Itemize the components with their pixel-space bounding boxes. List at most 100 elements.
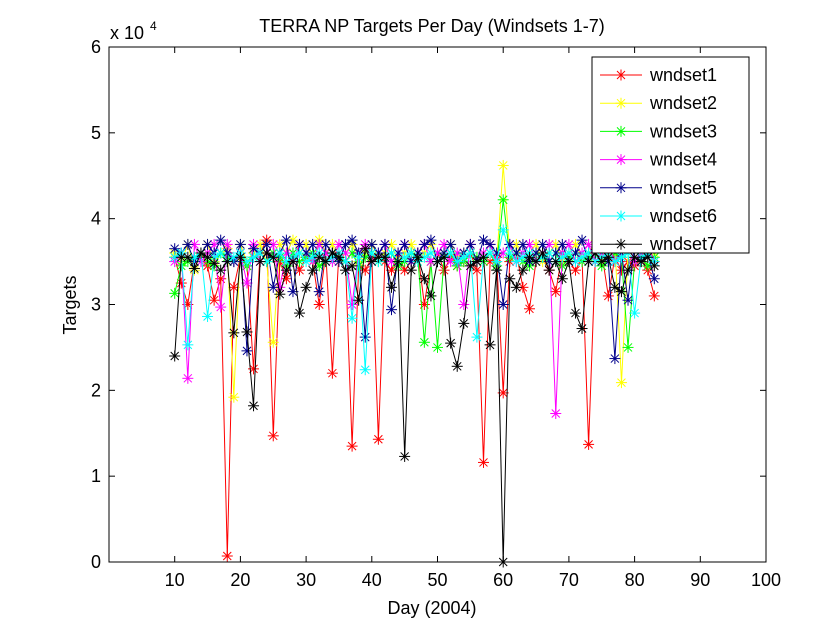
- data-point: [386, 304, 398, 316]
- data-point: [622, 341, 634, 353]
- legend-entry: wndset4: [600, 150, 717, 170]
- data-point: [425, 247, 437, 259]
- data-point: [274, 247, 286, 259]
- data-point: [504, 247, 516, 259]
- y-axis-title: Targets: [60, 275, 80, 334]
- legend-marker: [615, 97, 627, 109]
- data-point: [648, 290, 660, 302]
- x-tick-label: 10: [165, 570, 185, 590]
- data-point: [550, 286, 562, 298]
- data-point: [543, 264, 555, 276]
- data-point: [510, 281, 522, 293]
- data-point: [497, 556, 509, 568]
- data-point: [596, 256, 608, 268]
- data-point: [412, 251, 424, 263]
- data-point: [445, 247, 457, 259]
- data-point: [523, 251, 535, 263]
- data-point: [254, 256, 266, 268]
- data-point: [569, 264, 581, 276]
- data-point: [188, 262, 200, 274]
- data-point: [451, 256, 463, 268]
- legend-marker: [615, 69, 627, 81]
- data-point: [333, 251, 345, 263]
- data-point: [320, 256, 332, 268]
- y-exponent-label: x 10: [110, 23, 144, 43]
- data-point: [366, 238, 378, 250]
- data-point: [537, 247, 549, 259]
- data-point: [576, 234, 588, 246]
- data-point: [267, 430, 279, 442]
- data-point: [418, 238, 430, 250]
- data-point: [372, 433, 384, 445]
- data-point: [615, 286, 627, 298]
- data-point: [313, 251, 325, 263]
- data-point: [359, 364, 371, 376]
- legend-label: wndset4: [649, 150, 717, 170]
- data-point: [267, 251, 279, 263]
- legend-entry: wndset5: [600, 178, 717, 198]
- y-tick-label: 6: [91, 37, 101, 57]
- data-point: [300, 281, 312, 293]
- data-point: [438, 264, 450, 276]
- data-point: [294, 247, 306, 259]
- data-point: [359, 331, 371, 343]
- data-point: [386, 281, 398, 293]
- data-point: [464, 247, 476, 259]
- data-point: [221, 238, 233, 250]
- y-tick-label: 4: [91, 209, 101, 229]
- data-point: [556, 238, 568, 250]
- data-point: [602, 251, 614, 263]
- y-tick-label: 2: [91, 380, 101, 400]
- data-point: [248, 251, 260, 263]
- x-tick-label: 80: [625, 570, 645, 590]
- data-point: [615, 377, 627, 389]
- data-point: [497, 159, 509, 171]
- data-point: [353, 294, 365, 306]
- data-point: [504, 273, 516, 285]
- data-point: [215, 301, 227, 313]
- data-point: [399, 238, 411, 250]
- data-point: [221, 256, 233, 268]
- x-tick-label: 90: [690, 570, 710, 590]
- data-point: [458, 251, 470, 263]
- data-point: [202, 251, 214, 263]
- data-point: [642, 251, 654, 263]
- data-point: [274, 288, 286, 300]
- legend-label: wndset6: [649, 206, 717, 226]
- data-point: [477, 251, 489, 263]
- legend-label: wndset7: [649, 234, 717, 254]
- data-point: [366, 256, 378, 268]
- data-point: [340, 264, 352, 276]
- legend-label: wndset5: [649, 178, 717, 198]
- legend-entry: wndset3: [600, 121, 717, 141]
- data-point: [451, 360, 463, 372]
- legend-entry: wndset6: [600, 206, 717, 226]
- data-point: [477, 234, 489, 246]
- legend-label: wndset3: [649, 121, 717, 141]
- data-point: [392, 256, 404, 268]
- data-point: [300, 256, 312, 268]
- data-point: [228, 391, 240, 403]
- x-tick-label: 70: [559, 570, 579, 590]
- data-point: [169, 287, 181, 299]
- data-point: [550, 256, 562, 268]
- data-point: [208, 294, 220, 306]
- series-line: [174, 247, 655, 563]
- data-point: [221, 550, 233, 562]
- data-point: [248, 400, 260, 412]
- data-point: [556, 273, 568, 285]
- data-point: [425, 234, 437, 246]
- data-point: [202, 238, 214, 250]
- data-point: [405, 247, 417, 259]
- data-point: [484, 339, 496, 351]
- data-point: [576, 323, 588, 335]
- data-point: [399, 450, 411, 462]
- data-point: [583, 256, 595, 268]
- data-point: [267, 281, 279, 293]
- data-point: [583, 438, 595, 450]
- data-point: [379, 238, 391, 250]
- data-point: [182, 372, 194, 384]
- data-point: [497, 299, 509, 310]
- x-tick-label: 30: [296, 570, 316, 590]
- x-tick-label: 40: [362, 570, 382, 590]
